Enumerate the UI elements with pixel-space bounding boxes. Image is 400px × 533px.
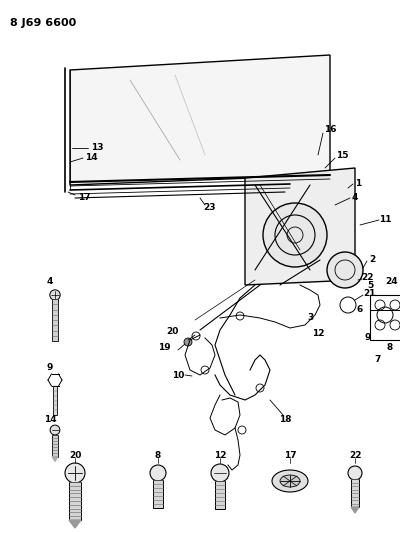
Text: 17: 17 bbox=[284, 450, 296, 459]
Circle shape bbox=[348, 466, 362, 480]
Bar bbox=[52, 299, 58, 341]
Text: 8: 8 bbox=[155, 450, 161, 459]
Text: 4: 4 bbox=[47, 277, 53, 286]
Bar bbox=[370, 295, 400, 340]
Circle shape bbox=[192, 332, 200, 340]
Bar bbox=[351, 479, 359, 507]
Ellipse shape bbox=[272, 470, 308, 492]
Text: 20: 20 bbox=[69, 450, 81, 459]
Text: 8: 8 bbox=[387, 343, 393, 352]
Text: 13: 13 bbox=[91, 143, 103, 152]
Circle shape bbox=[211, 464, 229, 482]
Bar bbox=[52, 386, 58, 415]
Polygon shape bbox=[351, 507, 359, 513]
Text: 21: 21 bbox=[364, 288, 376, 297]
Circle shape bbox=[238, 426, 246, 434]
Circle shape bbox=[256, 384, 264, 392]
Text: 22: 22 bbox=[362, 273, 374, 282]
Text: 11: 11 bbox=[379, 215, 391, 224]
Text: 4: 4 bbox=[352, 193, 358, 203]
Circle shape bbox=[201, 366, 209, 374]
Text: 19: 19 bbox=[158, 343, 170, 352]
Circle shape bbox=[50, 425, 60, 435]
Text: 12: 12 bbox=[312, 328, 324, 337]
Polygon shape bbox=[70, 55, 330, 185]
Text: 9: 9 bbox=[47, 362, 53, 372]
Ellipse shape bbox=[280, 475, 300, 487]
Text: 18: 18 bbox=[279, 416, 291, 424]
Text: 20: 20 bbox=[166, 327, 178, 336]
Text: 5: 5 bbox=[367, 280, 373, 289]
Text: 7: 7 bbox=[375, 356, 381, 365]
Bar bbox=[52, 434, 58, 457]
Circle shape bbox=[50, 290, 60, 300]
Text: 10: 10 bbox=[172, 370, 184, 379]
Text: 16: 16 bbox=[324, 125, 336, 134]
Text: 12: 12 bbox=[214, 450, 226, 459]
Polygon shape bbox=[69, 520, 81, 528]
Polygon shape bbox=[245, 168, 355, 285]
Bar bbox=[69, 482, 81, 520]
Circle shape bbox=[150, 465, 166, 481]
Text: 15: 15 bbox=[336, 150, 348, 159]
Circle shape bbox=[236, 312, 244, 320]
Text: 14: 14 bbox=[85, 154, 97, 163]
Text: 6: 6 bbox=[357, 305, 363, 314]
Text: 8 J69 6600: 8 J69 6600 bbox=[10, 18, 76, 28]
Circle shape bbox=[184, 338, 192, 346]
Circle shape bbox=[263, 203, 327, 267]
Text: 2: 2 bbox=[369, 255, 375, 264]
Circle shape bbox=[327, 252, 363, 288]
Polygon shape bbox=[52, 457, 58, 462]
Text: 14: 14 bbox=[44, 416, 56, 424]
Text: 22: 22 bbox=[349, 450, 361, 459]
Text: 24: 24 bbox=[386, 278, 398, 287]
Text: 1: 1 bbox=[355, 179, 361, 188]
Bar bbox=[215, 481, 225, 509]
Text: 17: 17 bbox=[78, 192, 91, 201]
Text: 3: 3 bbox=[307, 313, 313, 322]
Bar bbox=[153, 480, 163, 508]
Text: 23: 23 bbox=[204, 204, 216, 213]
Circle shape bbox=[65, 463, 85, 483]
Text: 9: 9 bbox=[365, 334, 371, 343]
